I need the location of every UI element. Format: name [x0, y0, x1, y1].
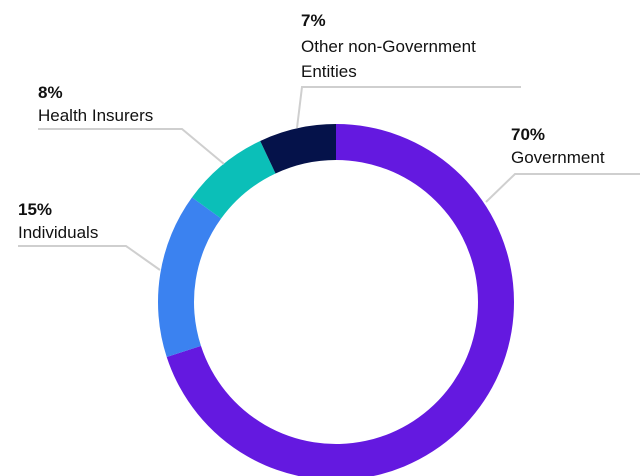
data-label-government-name: Government — [511, 148, 605, 167]
data-label-government-percent: 70% — [511, 125, 545, 144]
data-label-other-percent: 7% — [301, 11, 326, 30]
data-label-individuals-name: Individuals — [18, 223, 98, 242]
data-label-health-insurers-percent: 8% — [38, 83, 63, 102]
data-label-health-insurers-name: Health Insurers — [38, 106, 153, 125]
slice-other-non-government-entities — [260, 124, 336, 174]
leader-line-government — [485, 173, 640, 203]
leader-line-health-insurers — [38, 128, 225, 165]
slice-health-insurers — [191, 140, 276, 219]
leader-line-other — [296, 86, 521, 129]
donut-slices — [158, 124, 514, 476]
data-label-other-name-line2: Entities — [301, 62, 357, 81]
leader-line-individuals — [18, 245, 161, 271]
slice-individuals — [158, 197, 222, 358]
data-label-other-name-line1: Other non-Government — [301, 37, 476, 56]
data-label-individuals-percent: 15% — [18, 200, 52, 219]
